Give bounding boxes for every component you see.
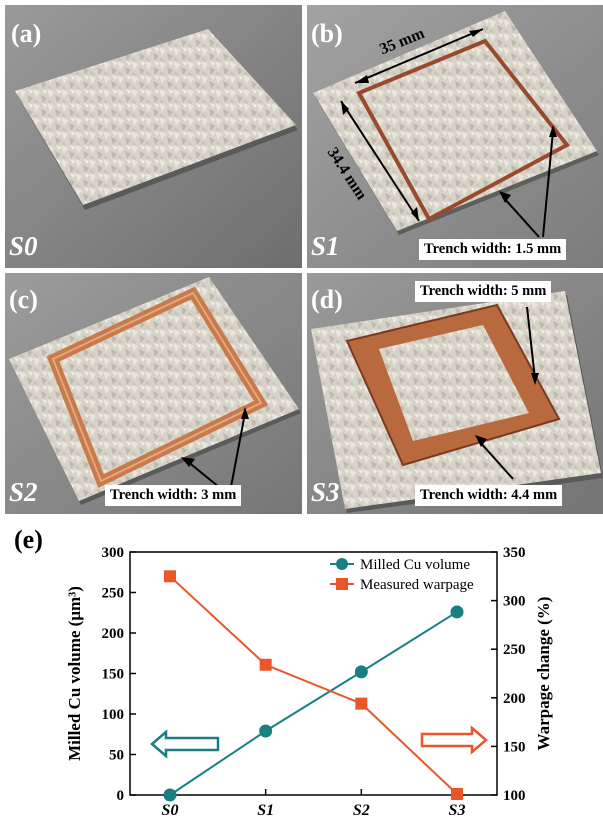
sample-label-s2: S2 (9, 477, 38, 507)
x-tick-label: S2 (353, 802, 370, 819)
left-tick-label: 0 (117, 788, 125, 804)
panel-label-d: (d) (311, 285, 343, 314)
legend-label: Milled Cu volume (360, 557, 470, 573)
sample-label-s3: S3 (311, 477, 340, 507)
x-tick-label: S1 (257, 802, 274, 819)
data-point-1 (354, 665, 368, 679)
right-tick-label: 350 (503, 545, 526, 561)
y-axis-label-left: Milled Cu volume (μm³) (65, 586, 84, 761)
data-point-1 (450, 605, 464, 619)
left-tick-label: 100 (102, 707, 125, 723)
panel-label-c: (c) (9, 285, 38, 314)
panel-label-b: (b) (311, 19, 343, 48)
photo-panel-a: (a) S0 (5, 5, 302, 268)
line-chart: 0 50 100 150 200 250 300 100 150 200 250 300 350 S0 S1… (65, 545, 553, 819)
plate-photo-c (5, 273, 302, 514)
left-axis-arrow (150, 729, 220, 759)
left-tick-label: 300 (102, 545, 125, 561)
left-tick-label: 200 (102, 626, 125, 642)
legend-marker (336, 558, 348, 570)
photo-panel-b: (b) 35 mm 34.4 mm S1 Trench width: 1.5 m… (307, 5, 603, 268)
y-axis-label-right: Warpage change (%) (534, 597, 553, 751)
photo-panel-c: (c) S2 Trench width: 3 mm (5, 273, 302, 514)
panel-label-e: (e) (14, 525, 43, 554)
data-point-2 (259, 658, 272, 671)
right-tick-label: 300 (503, 594, 526, 610)
sample-label-s1: S1 (311, 231, 340, 261)
sample-label-s0: S0 (9, 231, 38, 261)
plate-photo-b (307, 5, 603, 268)
trench-width-tag-s3-top: Trench width: 5 mm (415, 281, 552, 302)
data-point-2 (355, 697, 368, 710)
data-point-1 (259, 724, 273, 738)
series-line-2 (169, 575, 458, 795)
right-axis-arrow (420, 725, 488, 755)
data-point-2 (451, 788, 463, 801)
series-line-1 (169, 611, 458, 796)
data-point-1 (163, 788, 177, 802)
trench-width-tag-s3-bottom: Trench width: 4.4 mm (415, 485, 563, 506)
trench-width-tag-s2: Trench width: 3 mm (105, 485, 242, 506)
data-point-2 (164, 570, 176, 583)
panel-label-a: (a) (11, 19, 42, 48)
x-tick-label: S3 (449, 802, 466, 819)
left-tick-label: 150 (102, 667, 125, 683)
trench-width-tag-s1: Trench width: 1.5 mm (419, 239, 567, 260)
plate-photo-a (5, 5, 302, 268)
legend-label: Measured warpage (360, 577, 474, 593)
right-tick-label: 100 (503, 788, 526, 804)
photo-panel-d: (d) Trench width: 5 mm S3 Trench width: … (307, 273, 603, 514)
x-tick-label: S0 (162, 802, 179, 819)
right-tick-label: 150 (503, 739, 526, 755)
plate-photo-d (307, 273, 603, 514)
left-tick-label: 250 (102, 586, 125, 602)
right-tick-label: 200 (503, 691, 526, 707)
right-tick-label: 250 (503, 642, 526, 658)
legend-marker (336, 578, 348, 590)
left-tick-label: 50 (109, 748, 124, 764)
